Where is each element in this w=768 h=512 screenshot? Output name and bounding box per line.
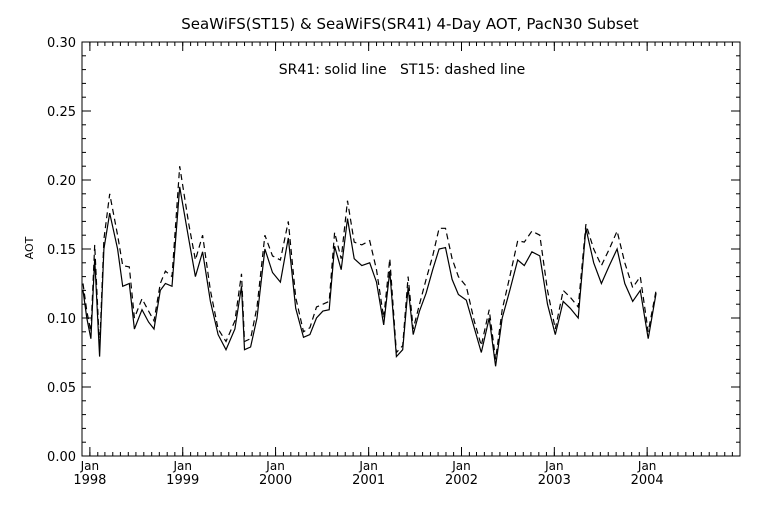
x-tick-month-label: Jan <box>265 459 285 473</box>
x-tick-month-label: Jan <box>80 459 100 473</box>
y-tick-label: 0.00 <box>47 450 76 465</box>
y-tick-label: 0.05 <box>47 381 76 396</box>
x-tick-year-label: 2003 <box>538 473 571 488</box>
y-tick-label: 0.10 <box>47 312 76 327</box>
x-tick-month-label: Jan <box>172 459 192 473</box>
line-style-annotation: SR41: solid line ST15: dashed line <box>279 62 525 78</box>
x-tick-month-label: Jan <box>637 459 657 473</box>
x-tick-year-label: 2001 <box>352 473 385 488</box>
y-tick-label: 0.15 <box>47 243 76 258</box>
series-line-sr41 <box>82 186 657 367</box>
data-series <box>82 166 657 367</box>
y-axis-ticks: 0.00 0.05 0.10 0.15 0.20 0.25 0.30 <box>47 36 740 465</box>
x-tick-year-label: 1998 <box>73 473 106 488</box>
x-tick-month-label: Jan <box>544 459 564 473</box>
plot-frame <box>81 41 741 457</box>
y-tick-label: 0.20 <box>47 174 76 189</box>
y-tick-label: 0.25 <box>47 105 76 120</box>
chart-title: SeaWiFS(ST15) & SeaWiFS(SR41) 4-Day AOT,… <box>181 15 639 33</box>
x-tick-month-label: Jan <box>358 459 378 473</box>
x-tick-year-label: 2004 <box>631 473 664 488</box>
x-tick-year-label: 2000 <box>259 473 292 488</box>
series-line-st15 <box>82 166 657 360</box>
y-tick-label: 0.30 <box>47 36 76 51</box>
x-tick-year-label: 2002 <box>445 473 478 488</box>
x-tick-year-label: 1999 <box>166 473 199 488</box>
x-tick-month-label: Jan <box>451 459 471 473</box>
y-axis-label: AOT <box>23 236 36 259</box>
x-axis-ticks: Jan1998Jan1999Jan2000Jan2001Jan2002Jan20… <box>73 42 733 488</box>
